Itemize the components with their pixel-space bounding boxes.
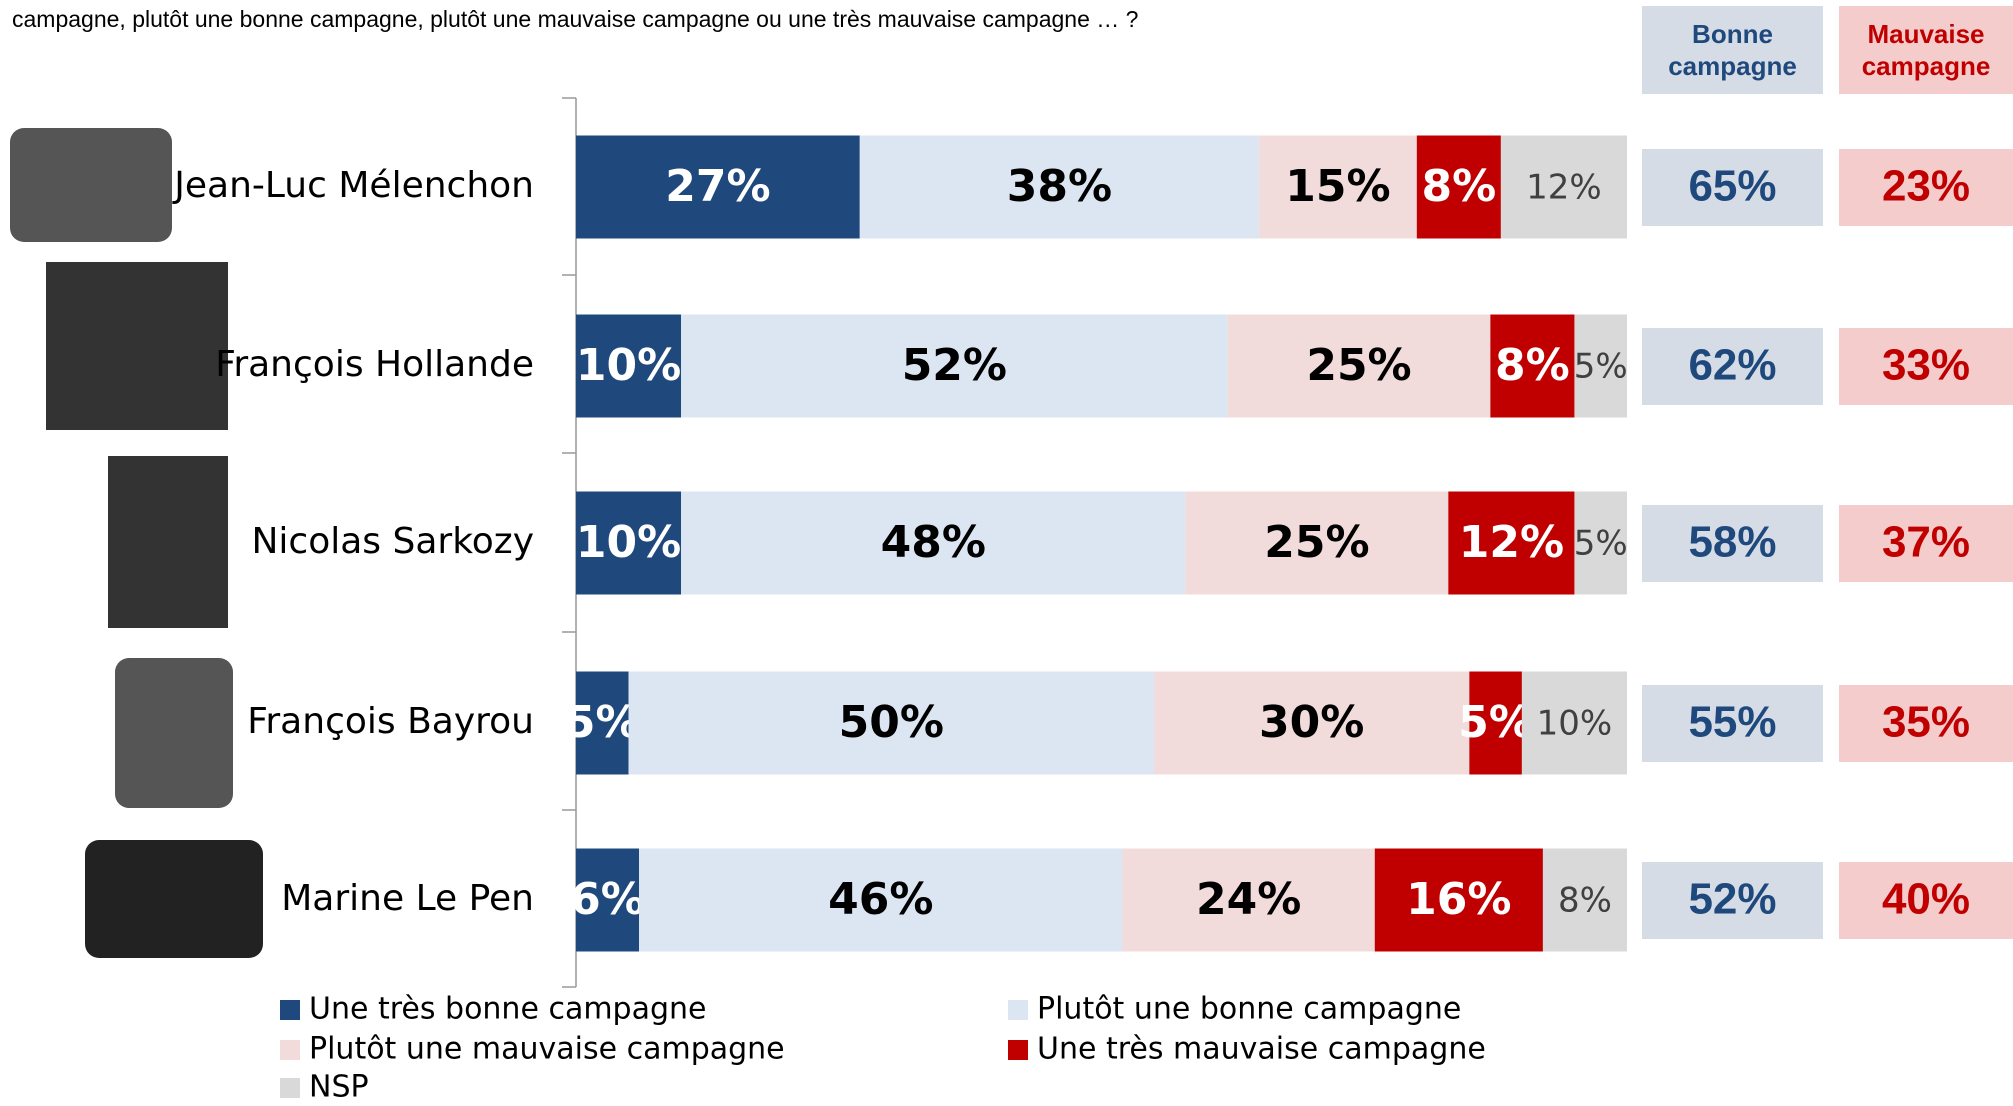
photo: [115, 658, 233, 808]
data-label: 5%: [1574, 524, 1628, 564]
column-header: Bonne campagne: [1642, 6, 1823, 94]
data-label: 52%: [902, 340, 1007, 391]
data-label: 15%: [1285, 161, 1390, 212]
page: campagne, plutôt une bonne campagne, plu…: [0, 0, 2013, 1106]
summary-value: 52%: [1688, 875, 1776, 924]
summary-value: 65%: [1688, 162, 1776, 211]
data-label: 46%: [828, 874, 933, 925]
data-label: 10%: [576, 340, 681, 391]
legend-label: NSP: [309, 1070, 369, 1105]
chart: Jean-Luc Mélenchon 27% 38% 15% 8% 12% François…: [0, 0, 2013, 1106]
summary-value: 58%: [1688, 518, 1776, 567]
category-label: Nicolas Sarkozy: [251, 521, 534, 562]
photo: [85, 840, 263, 958]
data-label: 8%: [1558, 881, 1612, 921]
category-label: François Hollande: [215, 344, 534, 385]
data-label: 27%: [665, 161, 770, 212]
data-label: 25%: [1306, 340, 1411, 391]
legend-swatch: [280, 1040, 300, 1060]
data-label: 12%: [1459, 517, 1564, 568]
data-label: 5%: [1458, 697, 1533, 748]
category-label: Marine Le Pen: [281, 878, 534, 919]
data-label: 5%: [565, 697, 640, 748]
data-label: 12%: [1526, 168, 1602, 208]
category-label: Jean-Luc Mélenchon: [172, 165, 534, 206]
data-label: 8%: [1495, 340, 1570, 391]
data-label: 10%: [576, 517, 681, 568]
data-label: 8%: [1421, 161, 1496, 212]
data-label: 38%: [1007, 161, 1112, 212]
column-header: Mauvaise campagne: [1839, 6, 2013, 94]
data-label: 16%: [1406, 874, 1511, 925]
summary-value: 55%: [1688, 698, 1776, 747]
legend-label: Une très bonne campagne: [309, 992, 707, 1027]
summary-value: 23%: [1882, 162, 1970, 211]
legend-swatch: [280, 1078, 300, 1098]
legend-label: Une très mauvaise campagne: [1037, 1032, 1486, 1067]
legend-swatch: [1008, 1000, 1028, 1020]
data-label: 25%: [1264, 517, 1369, 568]
photos: [10, 128, 263, 958]
summary-value: 33%: [1882, 341, 1970, 390]
data-label: 5%: [1574, 347, 1628, 387]
data-label: 30%: [1259, 697, 1364, 748]
photo: [108, 456, 228, 628]
category-label: François Bayrou: [247, 701, 534, 742]
legend-swatch: [1008, 1040, 1028, 1060]
data-label: 10%: [1537, 704, 1613, 744]
photo: [10, 128, 172, 242]
data-label: 24%: [1196, 874, 1301, 925]
data-label: 50%: [839, 697, 944, 748]
legend-swatch: [280, 1000, 300, 1020]
legend-label: Plutôt une bonne campagne: [1037, 992, 1461, 1027]
summary-value: 37%: [1882, 518, 1970, 567]
photo: [46, 262, 228, 430]
summary-value: 62%: [1688, 341, 1776, 390]
summary-value: 40%: [1882, 875, 1970, 924]
legend-label: Plutôt une mauvaise campagne: [309, 1032, 785, 1067]
data-label: 48%: [881, 517, 986, 568]
data-label: 6%: [570, 874, 645, 925]
summary-value: 35%: [1882, 698, 1970, 747]
